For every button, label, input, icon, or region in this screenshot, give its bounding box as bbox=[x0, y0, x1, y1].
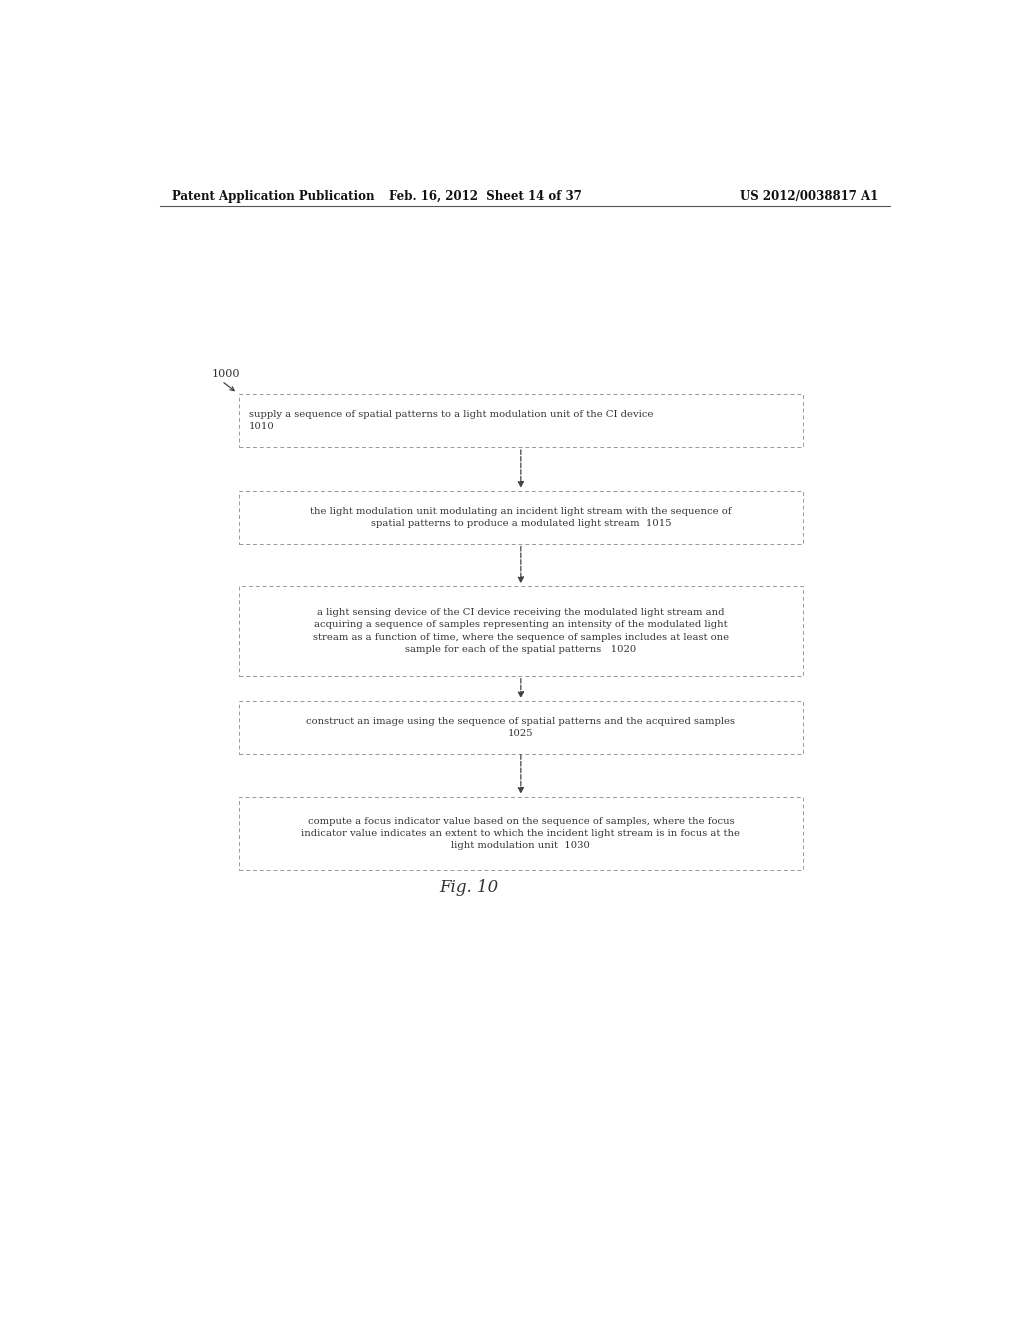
Text: US 2012/0038817 A1: US 2012/0038817 A1 bbox=[739, 190, 878, 202]
Text: the light modulation unit modulating an incident light stream with the sequence : the light modulation unit modulating an … bbox=[310, 507, 731, 528]
Text: compute a focus indicator value based on the sequence of samples, where the focu: compute a focus indicator value based on… bbox=[301, 817, 740, 850]
Bar bbox=[240, 701, 803, 754]
Text: Feb. 16, 2012  Sheet 14 of 37: Feb. 16, 2012 Sheet 14 of 37 bbox=[389, 190, 582, 202]
Bar bbox=[240, 395, 803, 447]
Text: Patent Application Publication: Patent Application Publication bbox=[172, 190, 374, 202]
Text: a light sensing device of the CI device receiving the modulated light stream and: a light sensing device of the CI device … bbox=[312, 609, 729, 653]
Bar bbox=[240, 797, 803, 870]
Bar bbox=[240, 491, 803, 544]
Text: 1000: 1000 bbox=[211, 368, 240, 379]
Text: supply a sequence of spatial patterns to a light modulation unit of the CI devic: supply a sequence of spatial patterns to… bbox=[249, 411, 653, 432]
Text: Fig. 10: Fig. 10 bbox=[439, 879, 499, 896]
Text: construct an image using the sequence of spatial patterns and the acquired sampl: construct an image using the sequence of… bbox=[306, 717, 735, 738]
Bar bbox=[240, 586, 803, 676]
